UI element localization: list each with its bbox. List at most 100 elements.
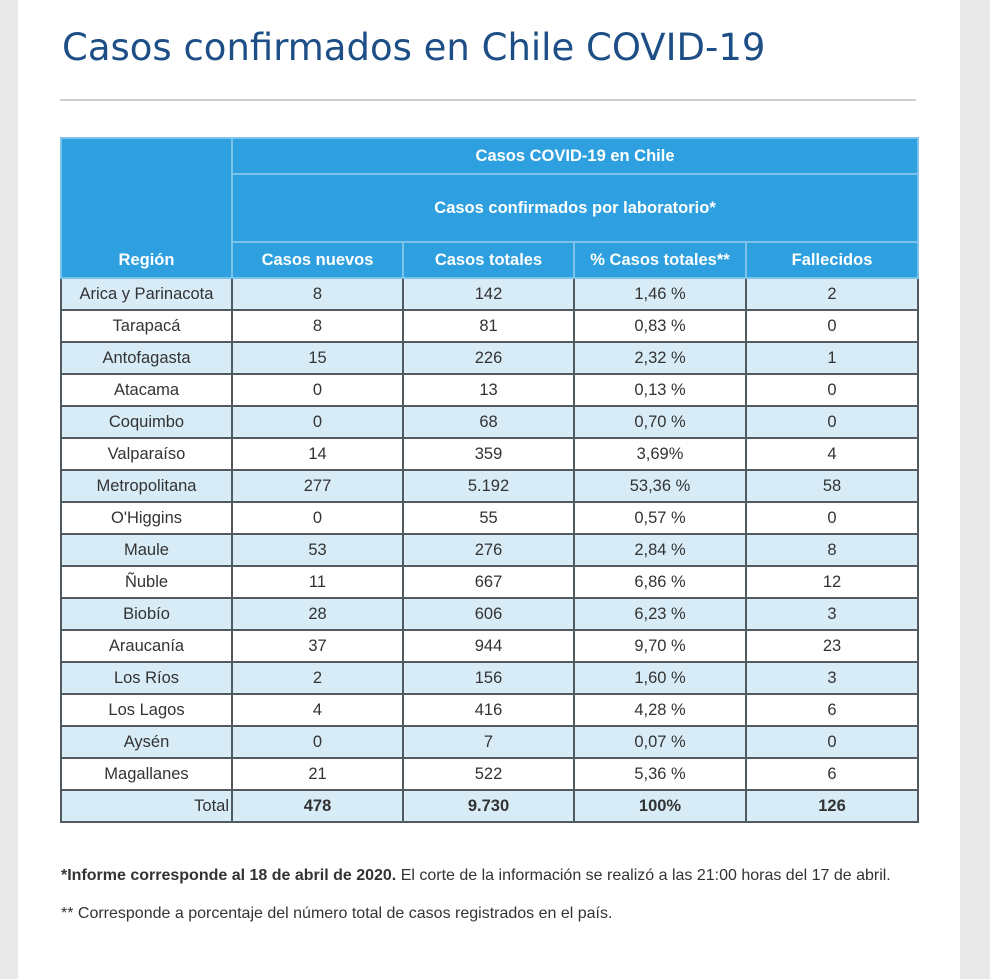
cell-porcentaje: 2,32 % (573, 341, 747, 375)
cell-porcentaje: 6,86 % (573, 565, 747, 599)
cell-porcentaje: 2,84 % (573, 533, 747, 567)
cell-fallecidos: 0 (744, 373, 920, 407)
cell-porcentaje: 0,13 % (573, 373, 747, 407)
cell-porcentaje: 53,36 % (573, 469, 747, 503)
table-super-header: Casos COVID-19 en Chile (230, 137, 920, 175)
table-row: Maule 53 276 2,84 % 8 (60, 533, 920, 567)
cell-casos-totales: 416 (402, 693, 575, 727)
cell-porcentaje: 5,36 % (573, 757, 747, 791)
cell-casos-nuevos: 277 (231, 469, 404, 503)
cell-region: Magallanes (60, 757, 233, 791)
column-header-porcentaje: % Casos totales** (573, 241, 747, 279)
cell-fallecidos: 6 (744, 757, 920, 791)
cell-porcentaje: 1,46 % (573, 277, 747, 311)
cell-fallecidos: 2 (744, 277, 920, 311)
cell-region: Atacama (60, 373, 233, 407)
page-title: Casos confirmados en Chile COVID-19 (62, 26, 766, 69)
cell-casos-totales: 667 (402, 565, 575, 599)
column-header-fallecidos: Fallecidos (744, 241, 920, 279)
cell-region: Maule (60, 533, 233, 567)
total-label: Total (60, 789, 233, 823)
cell-fallecidos: 0 (744, 501, 920, 535)
cell-casos-totales: 7 (402, 725, 575, 759)
cell-porcentaje: 0,83 % (573, 309, 747, 343)
total-row: Total 478 9.730 100% 126 (60, 789, 920, 823)
cell-region: Biobío (60, 597, 233, 631)
cell-fallecidos: 23 (744, 629, 920, 663)
cell-casos-nuevos: 0 (231, 373, 404, 407)
cell-region: Metropolitana (60, 469, 233, 503)
cell-fallecidos: 4 (744, 437, 920, 471)
cell-region: Aysén (60, 725, 233, 759)
cell-region: Antofagasta (60, 341, 233, 375)
cell-porcentaje: 4,28 % (573, 693, 747, 727)
cell-casos-totales: 156 (402, 661, 575, 695)
cell-region: Tarapacá (60, 309, 233, 343)
table-row: Antofagasta 15 226 2,32 % 1 (60, 341, 920, 375)
cell-casos-nuevos: 28 (231, 597, 404, 631)
table-sub-header: Casos confirmados por laboratorio* (230, 173, 920, 243)
cell-casos-totales: 226 (402, 341, 575, 375)
cell-fallecidos: 3 (744, 597, 920, 631)
cell-fallecidos: 3 (744, 661, 920, 695)
table-body: Arica y Parinacota 8 142 1,46 % 2 Tarapacá 8 81… (60, 277, 920, 791)
table-row: Atacama 0 13 0,13 % 0 (60, 373, 920, 407)
cell-region: Valparaíso (60, 437, 233, 471)
cell-casos-totales: 142 (402, 277, 575, 311)
cell-fallecidos: 1 (744, 341, 920, 375)
column-header-row: Casos nuevos Casos totales % Casos total… (61, 241, 920, 279)
cell-casos-totales: 359 (402, 437, 575, 471)
table-row: Valparaíso 14 359 3,69% 4 (60, 437, 920, 471)
table-row: Metropolitana 277 5.192 53,36 % 58 (60, 469, 920, 503)
cell-region: Los Lagos (60, 693, 233, 727)
cell-porcentaje: 6,23 % (573, 597, 747, 631)
cell-casos-totales: 13 (402, 373, 575, 407)
cell-fallecidos: 12 (744, 565, 920, 599)
cell-casos-nuevos: 0 (231, 405, 404, 439)
total-casos-totales: 9.730 (402, 789, 575, 823)
footnotes: *Informe corresponde al 18 de abril de 2… (61, 858, 921, 932)
cell-casos-nuevos: 0 (231, 725, 404, 759)
cell-porcentaje: 0,70 % (573, 405, 747, 439)
cell-region: Araucanía (60, 629, 233, 663)
total-fallecidos: 126 (744, 789, 920, 823)
cell-casos-totales: 68 (402, 405, 575, 439)
table-row: O'Higgins 0 55 0,57 % 0 (60, 501, 920, 535)
cell-region: Ñuble (60, 565, 233, 599)
cell-casos-nuevos: 21 (231, 757, 404, 791)
column-header-casos-totales: Casos totales (402, 241, 575, 279)
cell-casos-totales: 81 (402, 309, 575, 343)
table-row: Tarapacá 8 81 0,83 % 0 (60, 309, 920, 343)
cell-fallecidos: 8 (744, 533, 920, 567)
cell-casos-totales: 606 (402, 597, 575, 631)
cell-casos-totales: 522 (402, 757, 575, 791)
table-row: Biobío 28 606 6,23 % 3 (60, 597, 920, 631)
footnote-percentage: ** Corresponde a porcentaje del número t… (61, 905, 613, 922)
cell-casos-nuevos: 14 (231, 437, 404, 471)
column-header-casos-nuevos: Casos nuevos (231, 241, 404, 279)
covid-cases-table: Región Casos COVID-19 en Chile Casos con… (60, 137, 920, 823)
cell-porcentaje: 9,70 % (573, 629, 747, 663)
table-row: Aysén 0 7 0,07 % 0 (60, 725, 920, 759)
table-row: Ñuble 11 667 6,86 % 12 (60, 565, 920, 599)
cell-casos-totales: 5.192 (402, 469, 575, 503)
table-row: Magallanes 21 522 5,36 % 6 (60, 757, 920, 791)
column-header-region: Región (118, 251, 175, 269)
cell-casos-nuevos: 2 (231, 661, 404, 695)
table-row: Arica y Parinacota 8 142 1,46 % 2 (60, 277, 920, 311)
cell-fallecidos: 6 (744, 693, 920, 727)
cell-casos-nuevos: 8 (231, 309, 404, 343)
title-divider (60, 99, 916, 101)
cell-casos-nuevos: 0 (231, 501, 404, 535)
cell-region: O'Higgins (60, 501, 233, 535)
footnote-report-date-bold: *Informe corresponde al 18 de abril de 2… (61, 867, 397, 884)
page-content: Casos confirmados en Chile COVID-19 Regi… (18, 0, 960, 979)
cell-region: Los Ríos (60, 661, 233, 695)
footnote-report-date: *Informe corresponde al 18 de abril de 2… (61, 858, 921, 894)
cell-fallecidos: 0 (744, 309, 920, 343)
table-row: Los Lagos 4 416 4,28 % 6 (60, 693, 920, 727)
cell-porcentaje: 0,57 % (573, 501, 747, 535)
cell-casos-nuevos: 53 (231, 533, 404, 567)
cell-porcentaje: 1,60 % (573, 661, 747, 695)
total-porcentaje: 100% (573, 789, 747, 823)
